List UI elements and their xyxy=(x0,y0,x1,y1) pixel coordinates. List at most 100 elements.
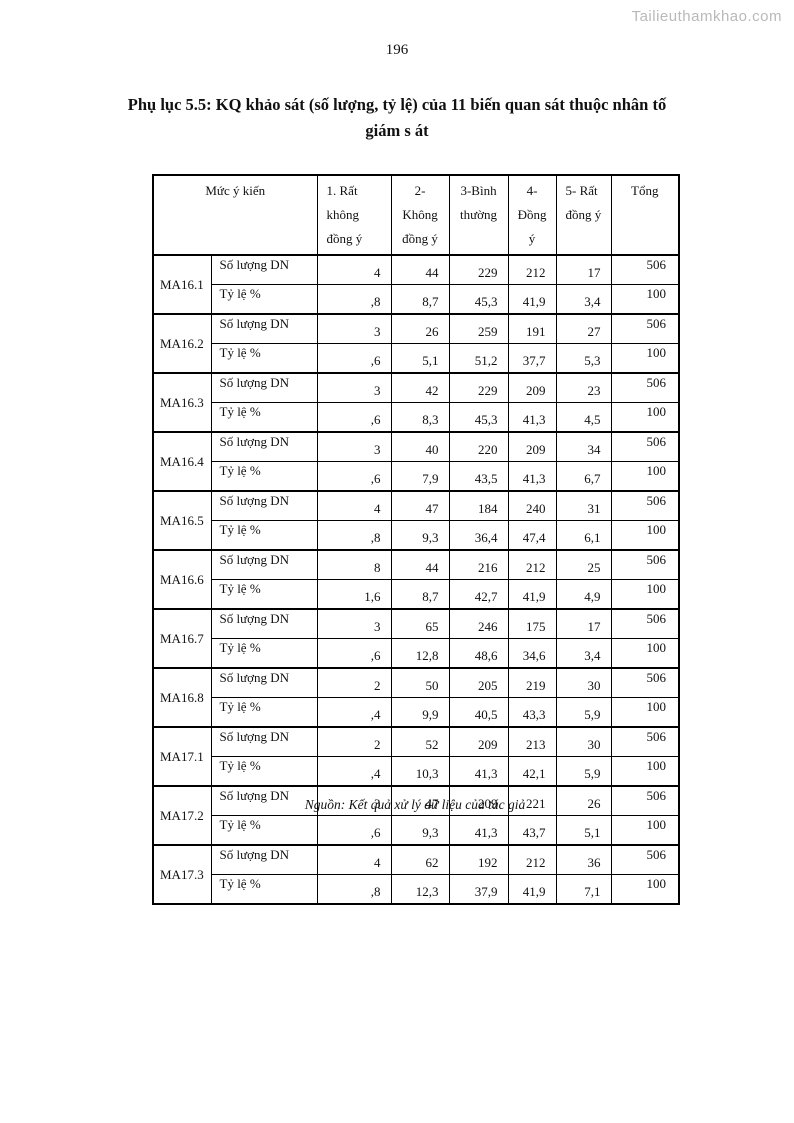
row-group-label: MA16.7 xyxy=(152,608,212,669)
row-group-label: MA16.4 xyxy=(152,431,212,492)
cell-count-value: 25 xyxy=(555,549,612,580)
row-sublabel-count: Số lượng DN xyxy=(210,608,318,639)
cell-count-value: 191 xyxy=(507,313,557,344)
cell-percent-value: ,4 xyxy=(316,756,392,787)
cell-total: 506 xyxy=(610,490,680,521)
cell-count-value: 23 xyxy=(555,372,612,403)
cell-percent-value: ,4 xyxy=(316,697,392,728)
page-title: Phụ lục 5.5: KQ khảo sát (số lượng, tỷ l… xyxy=(97,92,697,144)
table-row-percent: Tỷ lệ % ,6 9,3 41,3 43,7 5,1 100 xyxy=(153,815,680,846)
row-group-label: MA17.2 xyxy=(152,785,212,846)
table-row-percent: Tỷ lệ % ,8 8,7 45,3 41,9 3,4 100 xyxy=(153,284,680,315)
cell-count-value: 47 xyxy=(390,490,450,521)
cell-percent-value: 37,7 xyxy=(507,343,557,374)
table-row-count: MA17.3 Số lượng DN 4 62 192 212 36 506 xyxy=(152,844,680,905)
cell-total: 100 xyxy=(610,402,680,433)
cell-percent-value: 41,9 xyxy=(507,284,557,315)
cell-count-value: 229 xyxy=(448,372,509,403)
row-group-label: MA17.3 xyxy=(152,844,212,905)
cell-percent-value: 12,3 xyxy=(390,874,450,905)
row-sublabel-percent: Tỷ lệ % xyxy=(210,343,318,374)
row-sublabel-percent: Tỷ lệ % xyxy=(210,638,318,669)
cell-percent-value: 41,9 xyxy=(507,579,557,610)
cell-count-value: 3 xyxy=(316,372,392,403)
cell-percent-value: 5,3 xyxy=(555,343,612,374)
cell-count-value: 4 xyxy=(316,254,392,285)
row-group-label: MA16.3 xyxy=(152,372,212,433)
cell-count-value: 209 xyxy=(507,372,557,403)
cell-percent-value: 1,6 xyxy=(316,579,392,610)
cell-percent-value: 5,1 xyxy=(555,815,612,846)
table-row-count: MA16.5 Số lượng DN 4 47 184 240 31 506 xyxy=(152,490,680,551)
column-header-2-khong-dong-y: 2- Không đồng ý xyxy=(390,174,450,256)
cell-total: 100 xyxy=(610,520,680,551)
row-sublabel-percent: Tỷ lệ % xyxy=(210,815,318,846)
row-sublabel-percent: Tỷ lệ % xyxy=(210,284,318,315)
cell-total: 100 xyxy=(610,579,680,610)
cell-percent-value: 12,8 xyxy=(390,638,450,669)
table-row-count: MA16.1 Số lượng DN 4 44 229 212 17 506 xyxy=(152,254,680,315)
cell-count-value: 212 xyxy=(507,549,557,580)
table-row-percent: Tỷ lệ % ,4 10,3 41,3 42,1 5,9 100 xyxy=(153,756,680,787)
cell-percent-value: ,8 xyxy=(316,284,392,315)
table-row-percent: Tỷ lệ % ,8 9,3 36,4 47,4 6,1 100 xyxy=(153,520,680,551)
column-header-5-rat-dong-y: 5- Rất đồng ý xyxy=(555,174,612,256)
table-row-percent: Tỷ lệ % ,6 5,1 51,2 37,7 5,3 100 xyxy=(153,343,680,374)
cell-count-value: 2 xyxy=(316,726,392,757)
cell-count-value: 216 xyxy=(448,549,509,580)
row-sublabel-count: Số lượng DN xyxy=(210,844,318,875)
cell-percent-value: 43,5 xyxy=(448,461,509,492)
cell-count-value: 184 xyxy=(448,490,509,521)
cell-percent-value: 36,4 xyxy=(448,520,509,551)
cell-percent-value: 3,4 xyxy=(555,638,612,669)
cell-percent-value: ,6 xyxy=(316,461,392,492)
cell-percent-value: 47,4 xyxy=(507,520,557,551)
cell-percent-value: 41,3 xyxy=(448,756,509,787)
cell-total: 506 xyxy=(610,549,680,580)
cell-total: 100 xyxy=(610,343,680,374)
cell-percent-value: 8,7 xyxy=(390,579,450,610)
cell-percent-value: 7,1 xyxy=(555,874,612,905)
row-sublabel-percent: Tỷ lệ % xyxy=(210,579,318,610)
table-row-count: MA16.3 Số lượng DN 3 42 229 209 23 506 xyxy=(152,372,680,433)
cell-count-value: 3 xyxy=(316,431,392,462)
cell-count-value: 47 xyxy=(390,785,450,816)
cell-count-value: 44 xyxy=(390,254,450,285)
table-body: MA16.1 Số lượng DN 4 44 229 212 17 506 Tỷ lệ % ,8… xyxy=(152,254,680,905)
cell-count-value: 3 xyxy=(316,313,392,344)
row-sublabel-count: Số lượng DN xyxy=(210,254,318,285)
cell-total: 506 xyxy=(610,608,680,639)
cell-percent-value: 4,5 xyxy=(555,402,612,433)
cell-count-value: 4 xyxy=(316,490,392,521)
cell-percent-value: 5,1 xyxy=(390,343,450,374)
cell-percent-value: ,8 xyxy=(316,520,392,551)
cell-percent-value: 8,3 xyxy=(390,402,450,433)
cell-percent-value: 6,7 xyxy=(555,461,612,492)
cell-percent-value: 45,3 xyxy=(448,402,509,433)
cell-percent-value: ,6 xyxy=(316,402,392,433)
row-sublabel-percent: Tỷ lệ % xyxy=(210,520,318,551)
cell-total: 100 xyxy=(610,284,680,315)
cell-count-value: 52 xyxy=(390,726,450,757)
cell-percent-value: 41,9 xyxy=(507,874,557,905)
row-sublabel-percent: Tỷ lệ % xyxy=(210,697,318,728)
cell-count-value: 220 xyxy=(448,431,509,462)
cell-count-value: 246 xyxy=(448,608,509,639)
cell-percent-value: 41,3 xyxy=(448,815,509,846)
cell-percent-value: 41,3 xyxy=(507,461,557,492)
row-sublabel-count: Số lượng DN xyxy=(210,372,318,403)
cell-count-value: 34 xyxy=(555,431,612,462)
cell-percent-value: 34,6 xyxy=(507,638,557,669)
page-title-line1: Phụ lục 5.5: KQ khảo sát (số lượng, tỷ l… xyxy=(127,95,667,114)
cell-total: 506 xyxy=(610,431,680,462)
cell-total: 506 xyxy=(610,785,680,816)
cell-count-value: 205 xyxy=(448,667,509,698)
cell-count-value: 221 xyxy=(507,785,557,816)
table-row-percent: Tỷ lệ % ,4 9,9 40,5 43,3 5,9 100 xyxy=(153,697,680,728)
table-header-row: Mức ý kiến 1. Rất không đồng ý 2- Không … xyxy=(152,174,680,256)
column-header-1-rat-khong-dong-y: 1. Rất không đồng ý xyxy=(316,174,392,256)
row-group-label: MA16.1 xyxy=(152,254,212,315)
cell-count-value: 44 xyxy=(390,549,450,580)
cell-count-value: 212 xyxy=(507,844,557,875)
cell-count-value: 62 xyxy=(390,844,450,875)
